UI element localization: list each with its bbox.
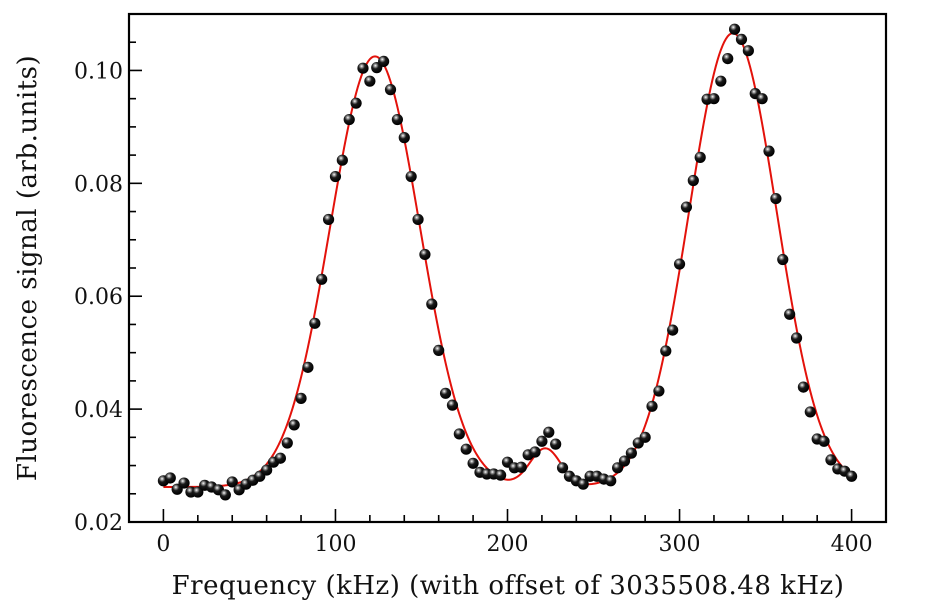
fit-line xyxy=(163,32,853,488)
data-point xyxy=(322,213,335,226)
data-point xyxy=(398,132,410,144)
data-point xyxy=(536,435,548,447)
data-point xyxy=(309,317,321,329)
data-point xyxy=(288,419,300,431)
data-point xyxy=(756,93,768,105)
data-point xyxy=(391,113,403,126)
data-point xyxy=(302,361,314,373)
y-tick-label: 0.04 xyxy=(74,398,123,423)
data-point xyxy=(735,33,748,46)
x-tick-label: 400 xyxy=(831,532,873,557)
data-point xyxy=(660,345,672,357)
data-point xyxy=(694,151,706,163)
x-axis-label: Frequency (kHz) (with offset of 3035508.… xyxy=(172,571,845,601)
x-axis-tick-labels: 0 100 200 300 400 xyxy=(156,532,872,557)
data-point xyxy=(804,406,816,418)
data-point xyxy=(357,62,369,74)
data-point xyxy=(178,477,190,489)
data-point xyxy=(219,489,231,501)
data-point xyxy=(715,75,727,87)
data-point xyxy=(350,97,362,109)
data-point xyxy=(364,75,376,87)
data-point xyxy=(384,84,397,96)
data-point xyxy=(790,332,803,344)
data-point xyxy=(433,344,445,357)
data-point xyxy=(495,469,507,481)
data-point xyxy=(261,464,273,476)
data-points xyxy=(157,23,858,501)
data-point xyxy=(777,253,789,266)
data-point xyxy=(797,381,810,393)
data-point xyxy=(556,462,569,474)
data-point xyxy=(673,258,686,270)
data-point xyxy=(612,462,624,474)
data-point xyxy=(770,192,782,205)
y-tick-label: 0.02 xyxy=(74,511,123,536)
data-point xyxy=(646,400,658,412)
data-point xyxy=(639,431,651,443)
data-point xyxy=(192,486,204,498)
x-tick-label: 100 xyxy=(314,532,356,557)
data-point xyxy=(419,248,431,261)
data-point xyxy=(825,454,837,466)
data-point xyxy=(577,478,589,490)
data-point xyxy=(446,399,459,411)
data-point xyxy=(667,324,679,336)
data-point xyxy=(625,447,637,459)
data-point xyxy=(618,455,631,467)
data-point xyxy=(295,392,307,404)
data-point xyxy=(722,52,734,65)
y-axis-label: Fluorescence signal (arb.units) xyxy=(13,55,43,481)
data-point xyxy=(467,457,479,469)
data-point xyxy=(316,273,328,285)
axes-frame xyxy=(127,12,888,524)
data-point xyxy=(412,213,424,226)
y-tick-label: 0.06 xyxy=(74,285,123,310)
data-point xyxy=(742,45,754,57)
y-tick-label: 0.08 xyxy=(74,172,123,197)
data-point xyxy=(543,426,555,438)
data-point xyxy=(845,470,858,482)
data-point xyxy=(274,452,286,464)
data-point xyxy=(439,387,452,399)
data-point xyxy=(515,461,527,473)
data-point xyxy=(405,170,417,183)
x-tick-label: 300 xyxy=(659,532,701,557)
data-point xyxy=(763,145,775,157)
data-point xyxy=(329,170,342,183)
data-point xyxy=(281,437,293,449)
data-point xyxy=(680,201,693,213)
data-point xyxy=(550,438,562,450)
fit-curve xyxy=(163,32,853,488)
x-tick-label: 0 xyxy=(156,532,170,557)
y-tick-label: 0.10 xyxy=(74,59,123,84)
plot-area xyxy=(127,12,888,524)
x-tick-label: 200 xyxy=(487,532,529,557)
axis-ticks xyxy=(128,13,887,523)
data-point xyxy=(426,298,438,310)
data-point xyxy=(378,55,390,68)
data-point xyxy=(343,113,355,126)
data-point xyxy=(460,443,472,455)
data-point xyxy=(818,435,830,447)
data-point xyxy=(226,476,238,488)
data-point xyxy=(336,154,348,166)
data-point xyxy=(605,475,617,487)
data-point xyxy=(453,428,465,440)
data-point xyxy=(729,23,741,35)
data-point xyxy=(687,174,699,187)
data-point xyxy=(653,385,665,397)
data-point xyxy=(784,308,796,320)
data-point xyxy=(708,93,720,105)
y-axis-tick-labels: 0.02 0.04 0.06 0.08 0.10 xyxy=(74,59,123,536)
data-point xyxy=(529,446,541,458)
data-point xyxy=(164,472,176,484)
